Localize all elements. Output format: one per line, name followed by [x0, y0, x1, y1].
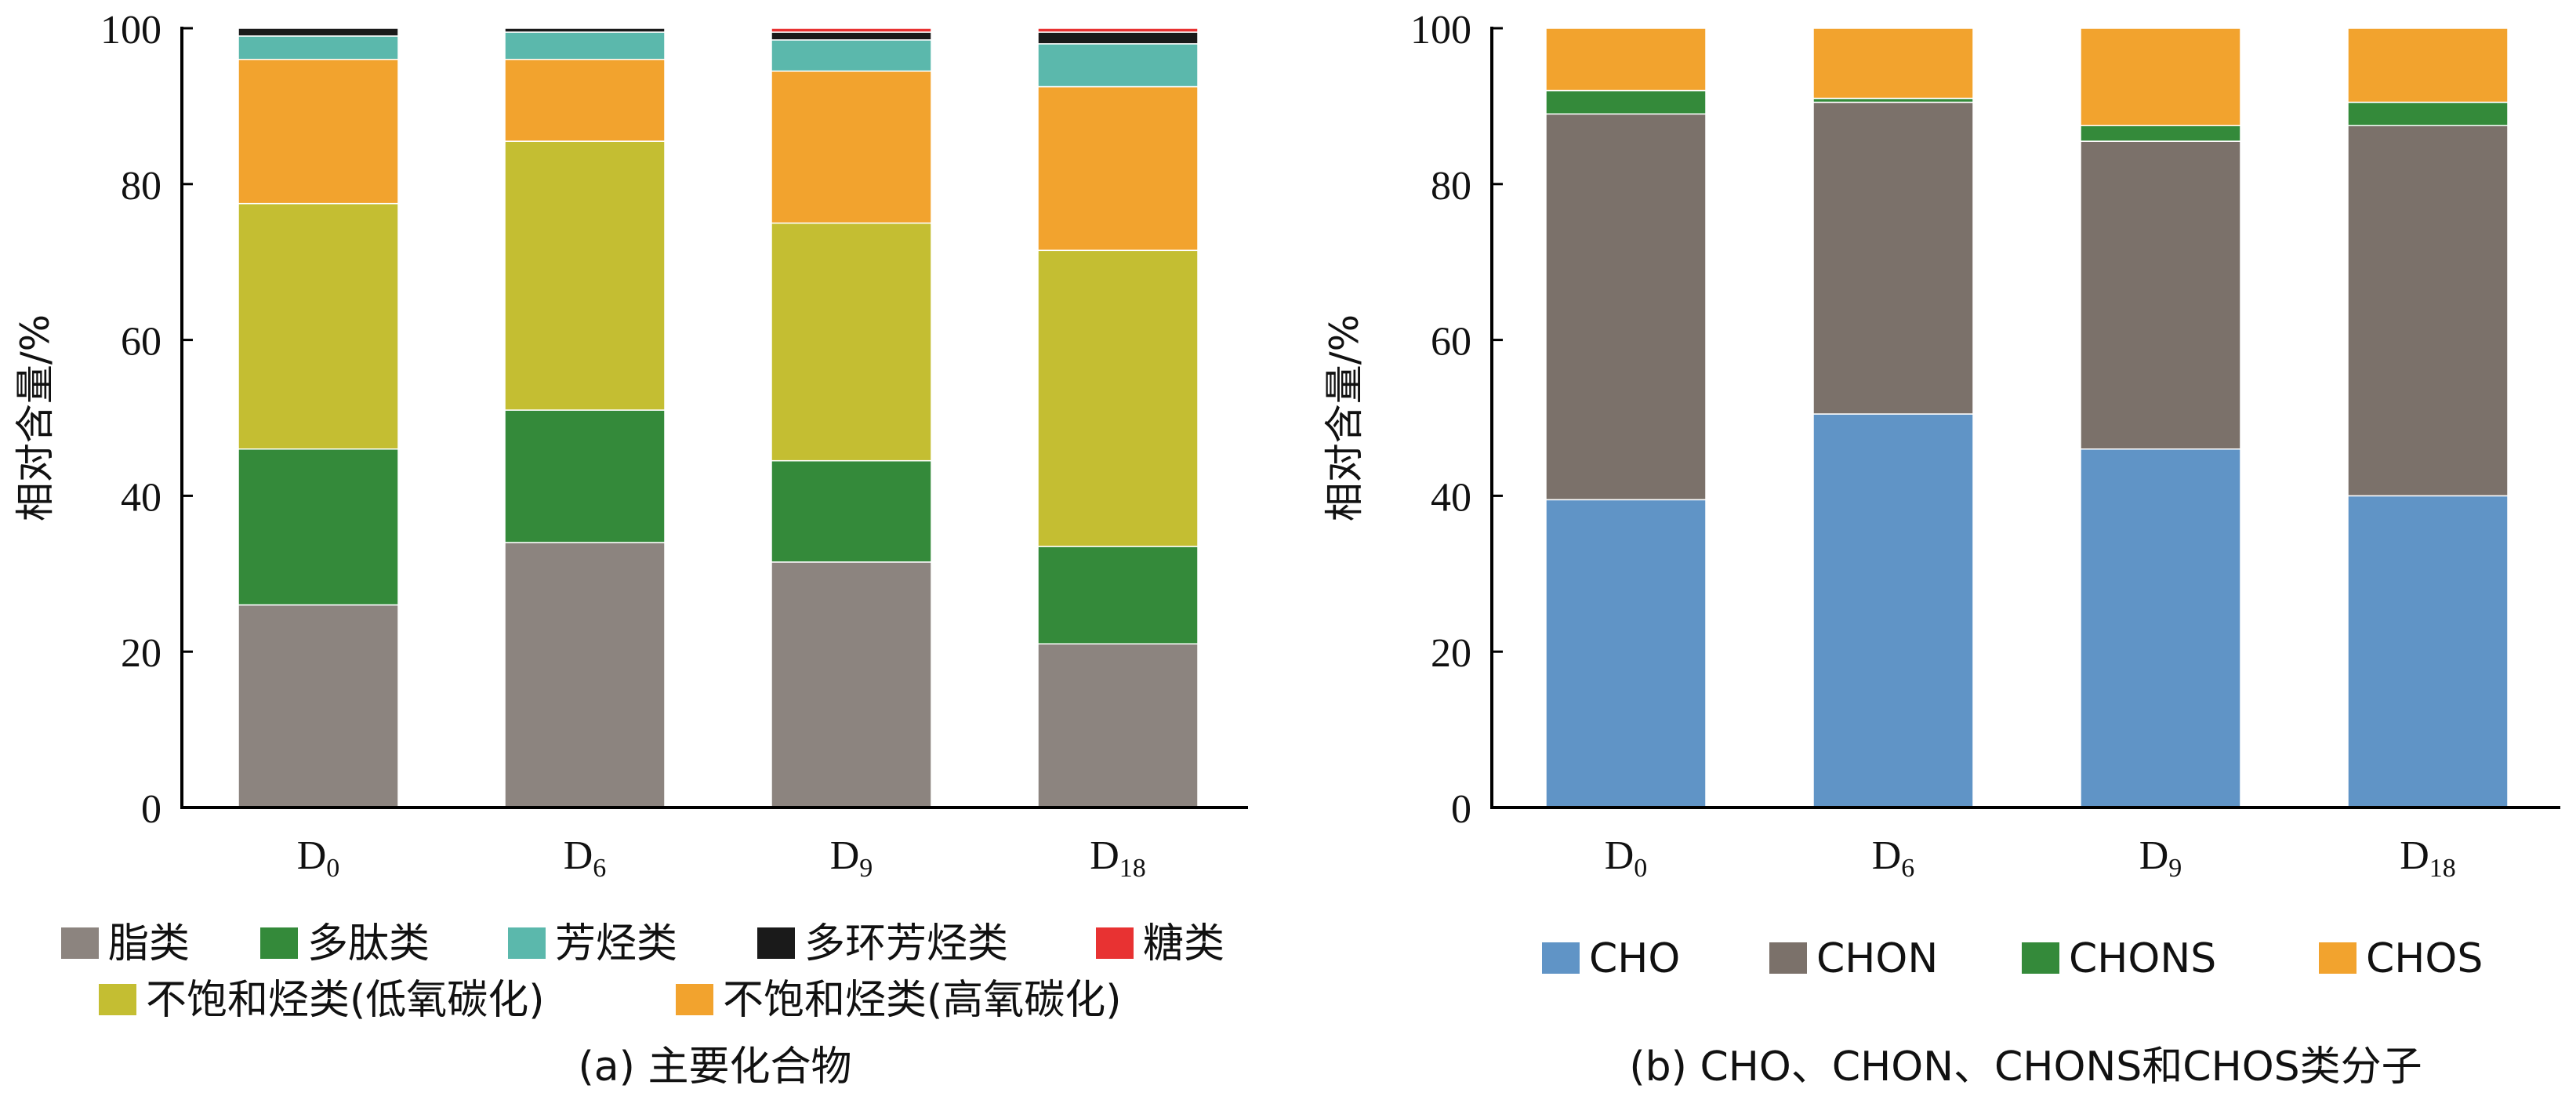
- x-tick-label: D6: [564, 833, 607, 883]
- bar-segment-多环芳烃类-D0: [238, 27, 399, 37]
- bar-segment-CHON-D6: [1812, 101, 1974, 415]
- legend-label-CHONS: CHONS: [2069, 935, 2216, 982]
- legend-swatch-脂类: [61, 927, 99, 959]
- bar-segment-不饱和烃类(低氧碳化)-D6: [504, 140, 666, 411]
- bar-segment-芳烃类-D18: [1037, 43, 1199, 88]
- y-tick-label: 40: [1431, 475, 1471, 520]
- bar-segment-糖类-D9: [771, 27, 932, 33]
- bar-segment-CHOS-D18: [2347, 27, 2509, 103]
- bar-segment-脂类-D0: [238, 604, 399, 808]
- y-tick-label: 80: [121, 164, 161, 209]
- bar-segment-CHOS-D6: [1812, 27, 1974, 100]
- x-tick-label: D9: [2139, 833, 2182, 883]
- bar-segment-不饱和烃类(高氧碳化)-D18: [1037, 85, 1199, 252]
- x-tick-label: D6: [1872, 833, 1915, 883]
- bar-segment-不饱和烃类(低氧碳化)-D9: [771, 222, 932, 462]
- bar-segment-CHON-D9: [2080, 140, 2241, 450]
- legend-swatch-CHO: [1542, 942, 1580, 974]
- bar-segment-多环芳烃类-D9: [771, 31, 932, 41]
- y-tick-label: 20: [121, 631, 161, 676]
- bar-segment-脂类-D18: [1037, 643, 1199, 808]
- bar-segment-脂类-D9: [771, 561, 932, 808]
- bar-segment-CHOS-D0: [1545, 27, 1707, 92]
- bar-segment-多肽类-D6: [504, 409, 666, 543]
- bar-segment-多肽类-D18: [1037, 546, 1199, 645]
- legend-label-不饱和烃类(低氧碳化): 不饱和烃类(低氧碳化): [146, 977, 545, 1024]
- bar-segment-糖类-D18: [1037, 27, 1199, 33]
- bar-segment-芳烃类-D9: [771, 39, 932, 72]
- bar-segment-CHO-D9: [2080, 448, 2241, 808]
- bar-segment-脂类-D6: [504, 542, 666, 808]
- bar-segment-CHOS-D9: [2080, 27, 2241, 126]
- panel-caption: (b) CHO、CHON、CHONS和CHOS类分子: [1629, 1043, 2422, 1091]
- bar-segment-CHO-D18: [2347, 495, 2509, 808]
- bar-segment-CHON-D0: [1545, 113, 1707, 501]
- legend-swatch-CHOS: [2319, 942, 2356, 974]
- y-tick-label: 100: [1410, 8, 1471, 53]
- y-tick-label: 60: [1431, 320, 1471, 365]
- x-tick-label: D0: [297, 833, 340, 883]
- y-tick-label: 60: [121, 320, 161, 365]
- x-tick-label: D9: [830, 833, 873, 883]
- bar-segment-CHO-D0: [1545, 499, 1707, 808]
- bar-segment-不饱和烃类(低氧碳化)-D0: [238, 202, 399, 450]
- legend-swatch-芳烃类: [508, 927, 546, 959]
- legend-swatch-多肽类: [260, 927, 298, 959]
- legend-swatch-多环芳烃类: [757, 927, 795, 959]
- panel-caption: (a) 主要化合物: [579, 1043, 852, 1091]
- bar-segment-CHONS-D9: [2080, 125, 2241, 142]
- legend-swatch-糖类: [1096, 927, 1134, 959]
- y-tick-label: 0: [141, 787, 161, 832]
- legend-label-CHOS: CHOS: [2366, 935, 2483, 982]
- bar-segment-CHON-D18: [2347, 125, 2509, 497]
- chart-panel-b: 0 20 40 60 80 100 D0 D6 D9 D18 相对含量/% CHO CHON CHONS C…: [1322, 8, 2560, 1091]
- legend-label-脂类: 脂类: [108, 920, 190, 967]
- legend-swatch-不饱和烃类(低氧碳化): [99, 984, 136, 1015]
- legend-label-不饱和烃类(高氧碳化): 不饱和烃类(高氧碳化): [723, 977, 1122, 1024]
- legend-label-多环芳烃类: 多环芳烃类: [804, 920, 1008, 967]
- y-tick-label: 80: [1431, 164, 1471, 209]
- bar-segment-不饱和烃类(高氧碳化)-D6: [504, 59, 666, 142]
- bar-segment-不饱和烃类(低氧碳化)-D18: [1037, 249, 1199, 547]
- y-tick-label: 0: [1451, 787, 1471, 832]
- y-tick-label: 20: [1431, 631, 1471, 676]
- bar-segment-多肽类-D0: [238, 448, 399, 606]
- x-tick-label: D0: [1605, 833, 1648, 883]
- legend-label-多肽类: 多肽类: [307, 920, 430, 967]
- legend-swatch-不饱和烃类(高氧碳化): [676, 984, 713, 1015]
- bar-segment-芳烃类-D6: [504, 31, 666, 60]
- bar-segment-多环芳烃类-D6: [504, 27, 666, 33]
- bar-segment-CHONS-D18: [2347, 101, 2509, 126]
- legend-label-芳烃类: 芳烃类: [555, 920, 677, 967]
- legend-swatch-CHON: [1769, 942, 1807, 974]
- y-tick-label: 40: [121, 475, 161, 520]
- y-axis-label: 相对含量/%: [13, 314, 58, 521]
- legend-label-CHON: CHON: [1816, 935, 1938, 982]
- y-tick-label: 100: [100, 8, 161, 53]
- bar-segment-不饱和烃类(高氧碳化)-D9: [771, 70, 932, 224]
- y-axis-label: 相对含量/%: [1322, 314, 1367, 521]
- legend-label-CHO: CHO: [1589, 935, 1680, 982]
- x-tick-label: D18: [1090, 833, 1146, 883]
- bar-segment-不饱和烃类(高氧碳化)-D0: [238, 59, 399, 205]
- bar-segment-多环芳烃类-D18: [1037, 31, 1199, 45]
- bar-segment-多肽类-D9: [771, 459, 932, 563]
- x-tick-label: D18: [2400, 833, 2456, 883]
- legend-label-糖类: 糖类: [1143, 920, 1225, 967]
- legend-swatch-CHONS: [2022, 942, 2059, 974]
- chart-panel-a: 0 20 40 60 80 100 D0 D6 D9 D18 相对含量/% 脂类 多肽类 芳烃类 多环芳烃类…: [13, 8, 1248, 1091]
- bar-segment-CHO-D6: [1812, 413, 1974, 808]
- bar-segment-芳烃类-D0: [238, 35, 399, 60]
- bar-segment-CHONS-D0: [1545, 89, 1707, 115]
